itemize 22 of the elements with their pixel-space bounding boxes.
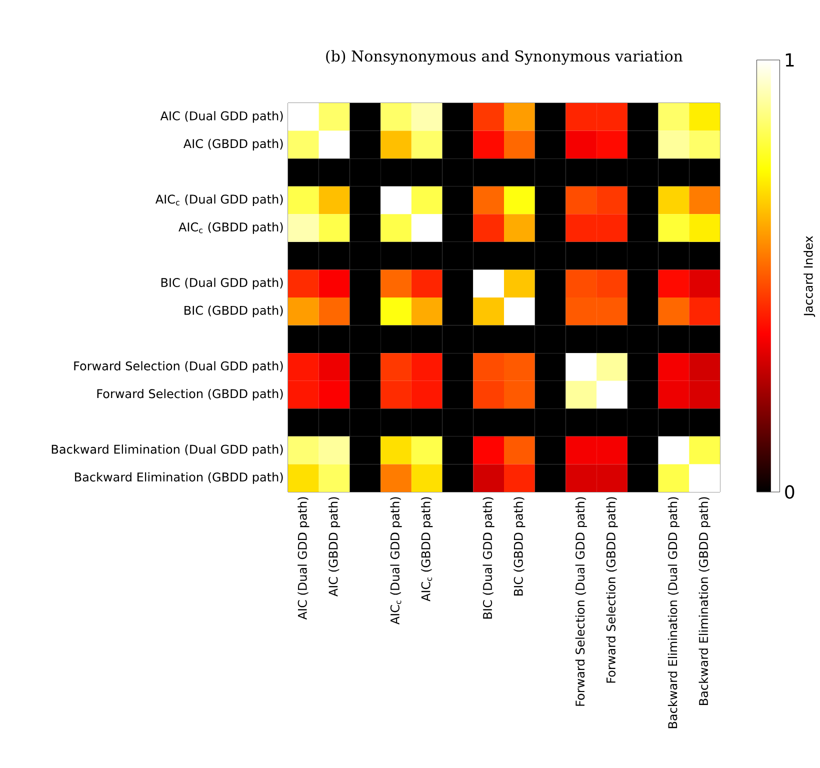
y-tick-label: AIC (Dual GDD path): [160, 111, 283, 123]
x-tick-label: BIC (Dual GDD path): [482, 497, 494, 619]
y-tick-label: Forward Selection (Dual GDD path): [74, 361, 283, 373]
x-tick-label: AIC$_{c}$ (GBDD path): [421, 497, 433, 602]
y-tick-label: BIC (Dual GDD path): [161, 278, 283, 290]
x-tick-label: AIC$_{c}$ (Dual GDD path): [390, 497, 402, 625]
y-tick-label: AIC$_{c}$ (GBDD path): [178, 222, 283, 234]
x-tick-label: Forward Selection (Dual GDD path): [575, 497, 587, 706]
y-tick-label: AIC (GBDD path): [183, 138, 283, 150]
y-tick-label: Forward Selection (GBDD path): [97, 388, 283, 401]
color-bar-label: 1: [786, 53, 794, 67]
color-bar-title: Jaccard Index: [804, 236, 816, 317]
color-bar-label: 0: [785, 485, 794, 499]
x-tick-label: Forward Selection (GBDD path): [606, 497, 618, 683]
y-tick-label: BIC (GBDD path): [184, 306, 283, 318]
chart-title: (b) Nonsynonymous and Synonymous variation: [326, 50, 683, 65]
y-tick-label: Backward Elimination (GBDD path): [75, 472, 283, 484]
x-tick-label: Backward Elimination (Dual GDD path): [668, 497, 680, 728]
x-tick-label: Backward Elimination (GBDD path): [698, 497, 710, 705]
y-tick-label: Backward Elimination (Dual GDD path): [52, 444, 283, 456]
x-tick-label: BIC (GBDD path): [514, 497, 526, 596]
y-tick-label: AIC$_{c}$ (Dual GDD path): [155, 194, 283, 206]
